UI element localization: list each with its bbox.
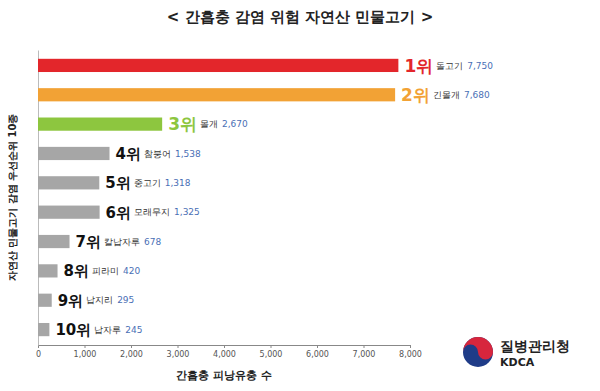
category-label: 참붕어 [144,149,171,159]
tick-mark [410,345,411,348]
tick-mark [131,345,132,348]
tick-mark [178,345,179,348]
x-axis: 0 1,000 2,000 3,000 4,000 5,000 6,000 7,000 8,00… [36,345,422,359]
tick-mark [271,345,272,348]
bar [38,323,49,336]
source-logo: 질병관리청 KDCA [463,337,570,369]
data-label: 678 [144,237,161,247]
tick-label: 6,000 [306,350,329,359]
rank-label: 6위 [106,204,131,222]
y-axis-title: 자연산 민물고기 감염 우선순위 10종 [7,114,18,282]
data-label: 420 [123,266,140,276]
rank-label: 5위 [105,174,130,192]
rank-label: 8위 [64,262,89,280]
tick: 8,000 [399,345,422,359]
rank-label: 3위 [168,114,197,134]
tick-label: 8,000 [399,350,422,359]
bars [38,59,398,336]
data-label: 2,670 [222,119,248,129]
tick-label: 0 [36,350,41,359]
data-label: 7,680 [464,90,490,100]
bar [38,118,162,131]
tick-label: 2,000 [120,350,143,359]
tick: 3,000 [167,345,190,359]
bar [38,206,100,219]
rank-label: 7위 [76,233,101,251]
axis-line [39,346,411,349]
rank-label: 9위 [58,292,83,310]
bar [38,147,110,160]
rank-label: 1위 [404,56,433,76]
tick-label: 3,000 [167,350,190,359]
bar [38,88,395,101]
rank-label: 2위 [401,85,430,105]
title: < 간흡충 감염 위험 자연산 민물고기 > [167,8,433,26]
bar [38,294,52,307]
logo-emblem [463,337,493,367]
bar [38,235,70,248]
tick-label: 7,000 [353,350,376,359]
x-axis-title: 간흡충 피낭유충 수 [176,369,272,382]
tick: 6,000 [306,345,329,359]
tick: 7,000 [353,345,376,359]
source-en: KDCA [500,356,535,369]
source: 질병관리청 [500,338,570,354]
tick: 0 [36,345,41,359]
tick: 2,000 [120,345,143,359]
category-label: 납자루 [94,325,121,335]
category-label: 돌고기 [436,61,463,71]
category-label: 모래무지 [134,207,170,217]
category-label: 몰개 [200,119,218,129]
logo-emblem [463,337,493,360]
tick-mark [224,345,225,348]
category-label: 긴몰개 [433,90,460,100]
tick: 5,000 [260,345,283,359]
category-label: 납지리 [86,295,113,305]
tick-mark [364,345,365,348]
tick-label: 1,000 [74,350,97,359]
bar [38,59,398,72]
chart: < 간흡충 감염 위험 자연산 민물고기 > 0 1,000 2,000 3,000 4,… [0,0,600,391]
tick: 4,000 [213,345,236,359]
tick: 1,000 [74,345,97,359]
bar [38,176,99,189]
tick-mark [85,345,86,348]
category-label: 피라미 [92,266,119,276]
data-label: 295 [117,295,134,305]
data-labels: 1위돌고기 7,750 2위긴몰개 7,680 3위몰개 2,670 4위참붕어 1,538 5… [55,56,493,339]
bar [38,264,58,277]
tick-label: 5,000 [260,350,283,359]
data-label: 7,750 [467,61,493,71]
category-label: 중고기 [134,178,161,188]
tick-label: 4,000 [213,350,236,359]
rank-label: 4위 [116,145,141,163]
rank-label: 10위 [55,321,91,339]
category-label: 칼납자루 [104,237,140,247]
data-label: 1,538 [175,149,201,159]
data-label: 1,325 [174,207,200,217]
data-label: 1,318 [165,178,191,188]
data-label: 245 [125,325,142,335]
tick-mark [317,345,318,348]
